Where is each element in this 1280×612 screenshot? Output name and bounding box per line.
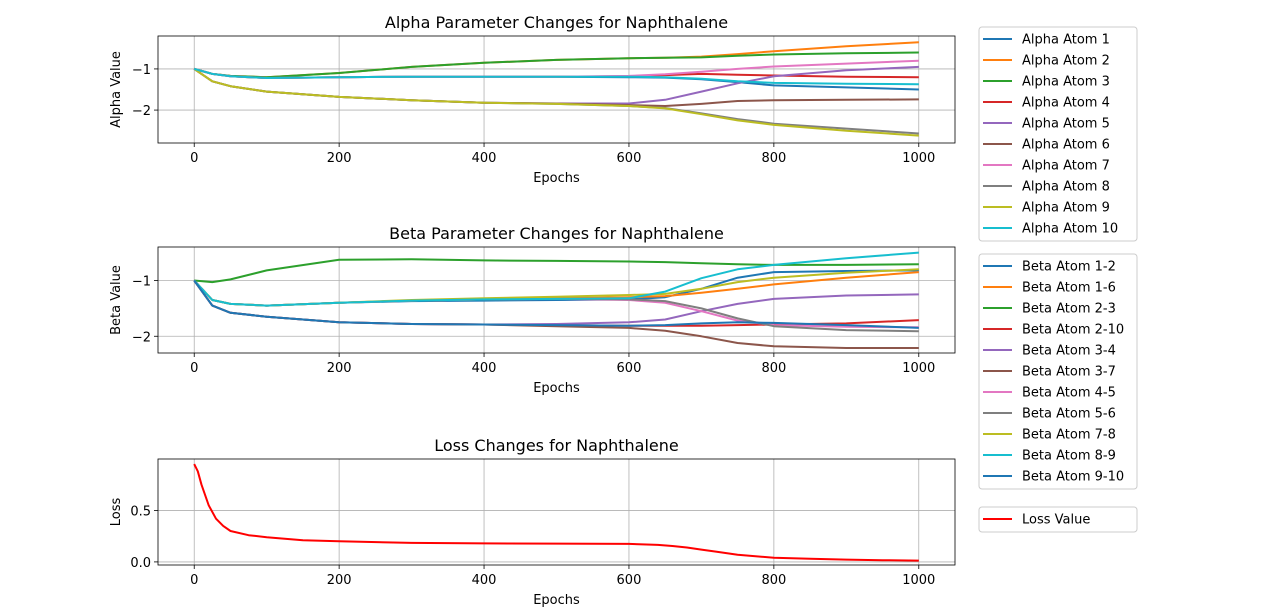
x-tick-label: 0: [190, 151, 198, 166]
x-axis-label: Epochs: [533, 593, 580, 608]
x-tick-label: 800: [761, 361, 786, 376]
x-tick-label: 400: [472, 151, 497, 166]
series-line-10: [193, 251, 919, 307]
legend-entry: Beta Atom 3-7: [1022, 365, 1116, 380]
series-line-5: [193, 65, 919, 105]
x-ticks: 0 200 400 600 800 1000: [190, 565, 935, 588]
legend-entry: Alpha Atom 7: [1022, 159, 1110, 174]
x-tick-label: 1000: [902, 151, 935, 166]
x-tick-label: 400: [472, 573, 497, 588]
legend-entry: Alpha Atom 2: [1022, 54, 1110, 69]
axes-frame: [157, 458, 956, 566]
legend: Loss Value: [978, 506, 1138, 533]
x-axis-label: Epochs: [533, 381, 580, 396]
legend-entry: Beta Atom 4-5: [1022, 386, 1116, 401]
x-tick-label: 200: [327, 151, 352, 166]
y-axis-label: Beta Value: [109, 265, 124, 335]
series-lines: [193, 251, 919, 349]
legend-entry: Beta Atom 9-10: [1022, 470, 1124, 485]
x-tick-label: 0: [190, 573, 198, 588]
legend-entry: Alpha Atom 10: [1022, 222, 1118, 237]
legend-box: [978, 26, 1138, 242]
y-tick-label: −1: [132, 274, 151, 289]
x-axis-label: Epochs: [533, 171, 580, 186]
x-tick-label: 800: [761, 573, 786, 588]
y-tick-label: 0.0: [130, 556, 151, 571]
legend-entry: Beta Atom 8-9: [1022, 449, 1116, 464]
x-tick-label: 200: [327, 361, 352, 376]
chart-title: Beta Parameter Changes for Naphthalene: [389, 224, 724, 243]
legend-entry: Beta Atom 5-6: [1022, 407, 1116, 422]
y-tick-label: 0.5: [130, 504, 151, 519]
series-lines: [193, 463, 919, 562]
series-line-6: [193, 279, 919, 349]
subplot-3: 0 200 400 600 800 1000 0.0 0.5 Loss Changes for …: [109, 436, 1138, 608]
x-tick-label: 400: [472, 361, 497, 376]
series-line-9: [193, 68, 919, 137]
x-tick-label: 0: [190, 361, 198, 376]
y-tick-label: −2: [132, 330, 151, 345]
legend-entry: Alpha Atom 9: [1022, 201, 1110, 216]
legend-box: [978, 253, 1138, 490]
legend-entry: Alpha Atom 3: [1022, 75, 1110, 90]
y-ticks: −1 −2: [132, 274, 158, 345]
legend-entry: Beta Atom 3-4: [1022, 344, 1116, 359]
series-line-11: [193, 279, 919, 329]
legend-entry: Alpha Atom 1: [1022, 33, 1110, 48]
chart-title: Loss Changes for Naphthalene: [434, 436, 679, 455]
x-tick-label: 600: [617, 361, 642, 376]
axes-frame: [157, 35, 956, 144]
x-tick-label: 1000: [902, 573, 935, 588]
series-line-1: [193, 67, 919, 91]
legend-entry: Alpha Atom 6: [1022, 138, 1110, 153]
legend: Alpha Atom 1 Alpha Atom 2 Alpha Atom 3 Alph…: [978, 26, 1138, 242]
x-tick-label: 200: [327, 573, 352, 588]
legend-entry: Alpha Atom 8: [1022, 180, 1110, 195]
chart-title: Alpha Parameter Changes for Naphthalene: [385, 13, 728, 32]
y-tick-label: −1: [132, 63, 151, 78]
legend: Beta Atom 1-2 Beta Atom 1-6 Beta Atom 2-3 B…: [978, 253, 1138, 490]
x-tick-label: 600: [617, 573, 642, 588]
legend-entry: Beta Atom 7-8: [1022, 428, 1116, 443]
y-ticks: 0.0 0.5: [130, 504, 158, 571]
legend-entry: Beta Atom 1-2: [1022, 260, 1116, 275]
subplot-1: 0 200 400 600 800 1000 −1 −2 Alpha Parameter Cha…: [109, 13, 1138, 242]
x-tick-label: 1000: [902, 361, 935, 376]
y-ticks: −1 −2: [132, 63, 158, 119]
x-ticks: 0 200 400 600 800 1000: [190, 143, 935, 166]
legend-box: [978, 506, 1138, 533]
series-line-3: [194, 258, 919, 284]
axes-frame: [157, 246, 956, 354]
y-tick-label: −2: [132, 104, 151, 119]
legend-entry: Beta Atom 2-3: [1022, 302, 1116, 317]
series-line-1: [193, 463, 919, 562]
subplot-2: 0 200 400 600 800 1000 −1 −2 Beta Parameter Chan…: [109, 224, 1138, 490]
y-axis-label: Alpha Value: [109, 51, 124, 128]
series-lines: [193, 41, 919, 137]
series-line-5: [193, 279, 919, 326]
x-tick-label: 600: [617, 151, 642, 166]
x-tick-label: 800: [761, 151, 786, 166]
legend-entry: Beta Atom 2-10: [1022, 323, 1124, 338]
grid-lines: [158, 459, 955, 565]
x-ticks: 0 200 400 600 800 1000: [190, 353, 935, 376]
legend-entry: Beta Atom 1-6: [1022, 281, 1116, 296]
y-axis-label: Loss: [109, 498, 124, 527]
legend-entry: Loss Value: [1022, 513, 1090, 528]
legend-entry: Alpha Atom 4: [1022, 96, 1110, 111]
series-line-10: [193, 67, 919, 86]
legend-entry: Alpha Atom 5: [1022, 117, 1110, 132]
